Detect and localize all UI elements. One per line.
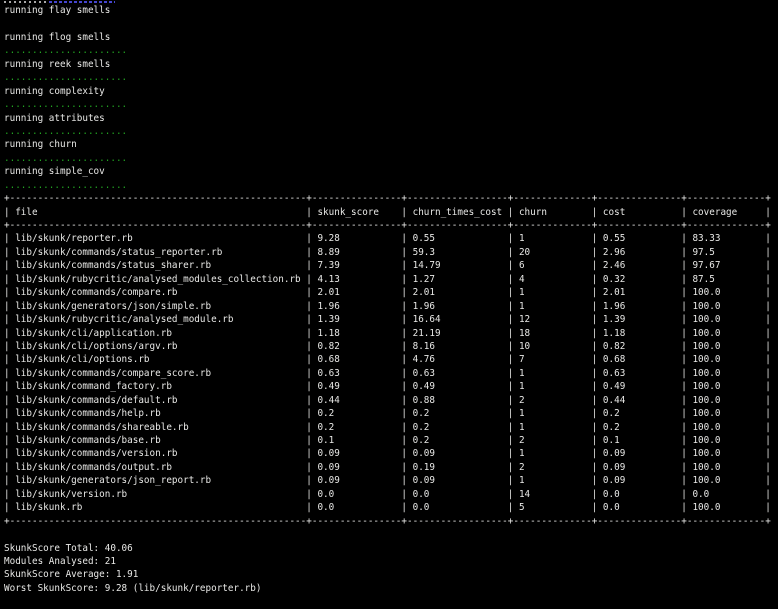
clipped-scrollback-line xyxy=(0,0,778,4)
progress-dots-line: ...................... xyxy=(4,45,128,57)
terminal-output: running flay smells running flog smells..… xyxy=(0,4,778,595)
table-row: | lib/skunk/commands/base.rb | 0.1 | 0.2… xyxy=(4,435,771,446)
progress-dots-line: ...................... xyxy=(4,179,128,191)
clipped-text-fragment-gray xyxy=(4,1,46,3)
table-row: | lib/skunk/commands/status_reporter.rb … xyxy=(4,246,771,258)
table-row: | lib/skunk/commands/shareable.rb | 0.2 … xyxy=(4,421,771,433)
table-row: | lib/skunk/cli/options.rb | 0.68 | 4.76… xyxy=(4,354,771,366)
summary-line: Worst SkunkScore: 9.28 (lib/skunk/report… xyxy=(4,582,262,594)
table-border-line: +---------------------------------------… xyxy=(4,220,771,231)
blank-line xyxy=(4,528,778,541)
progress-dots-line: ...................... xyxy=(4,72,128,84)
running-step-line: running churn xyxy=(4,139,77,151)
summary-line: Modules Analysed: 21 xyxy=(4,555,116,567)
progress-dots-line: ...................... xyxy=(4,125,128,137)
running-step-line: running simple_cov xyxy=(4,166,105,178)
table-row: | lib/skunk/commands/status_sharer.rb | … xyxy=(4,260,771,272)
running-step-line: running reek smells xyxy=(4,58,111,70)
table-border-line: +---------------------------------------… xyxy=(4,193,771,205)
table-row: | lib/skunk/commands/help.rb | 0.2 | 0.2… xyxy=(4,408,771,420)
table-row: | lib/skunk/generators/json/simple.rb | … xyxy=(4,300,771,312)
table-border-line: +---------------------------------------… xyxy=(4,515,771,527)
table-row: | lib/skunk/rubycritic/analysed_modules_… xyxy=(4,273,771,285)
table-row: | lib/skunk/commands/compare.rb | 2.01 |… xyxy=(4,287,771,299)
blank-line xyxy=(4,17,778,30)
table-row: | lib/skunk/commands/default.rb | 0.44 |… xyxy=(4,394,771,406)
table-row: | lib/skunk/reporter.rb | 9.28 | 0.55 | … xyxy=(4,233,771,245)
table-row: | lib/skunk/command_factory.rb | 0.49 | … xyxy=(4,381,771,393)
table-row: | lib/skunk/cli/application.rb | 1.18 | … xyxy=(4,327,771,339)
table-row: | lib/skunk/commands/output.rb | 0.09 | … xyxy=(4,461,771,473)
running-step-line: running complexity xyxy=(4,85,105,97)
running-step-line: running flay smells xyxy=(4,5,111,16)
summary-line: SkunkScore Average: 1.91 xyxy=(4,569,139,581)
table-row: | lib/skunk/commands/compare_score.rb | … xyxy=(4,367,771,379)
progress-dots-line: ...................... xyxy=(4,152,128,164)
table-row: | lib/skunk/rubycritic/analysed_module.r… xyxy=(4,314,771,326)
table-row: | lib/skunk/generators/json_report.rb | … xyxy=(4,475,771,487)
summary-line: SkunkScore Total: 40.06 xyxy=(4,542,133,554)
progress-dots-line: ...................... xyxy=(4,99,128,111)
table-header-line: | file | skunk_score | churn_times_cost … xyxy=(4,206,771,218)
clipped-text-fragment-blue xyxy=(49,1,115,3)
running-step-line: running flog smells xyxy=(4,31,111,43)
table-row: | lib/skunk.rb | 0.0 | 0.0 | 5 | 0.0 | 1… xyxy=(4,502,771,514)
table-row: | lib/skunk/version.rb | 0.0 | 0.0 | 14 … xyxy=(4,488,771,500)
table-row: | lib/skunk/cli/options/argv.rb | 0.82 |… xyxy=(4,340,771,352)
running-step-line: running attributes xyxy=(4,112,105,124)
table-row: | lib/skunk/commands/version.rb | 0.09 |… xyxy=(4,448,771,460)
